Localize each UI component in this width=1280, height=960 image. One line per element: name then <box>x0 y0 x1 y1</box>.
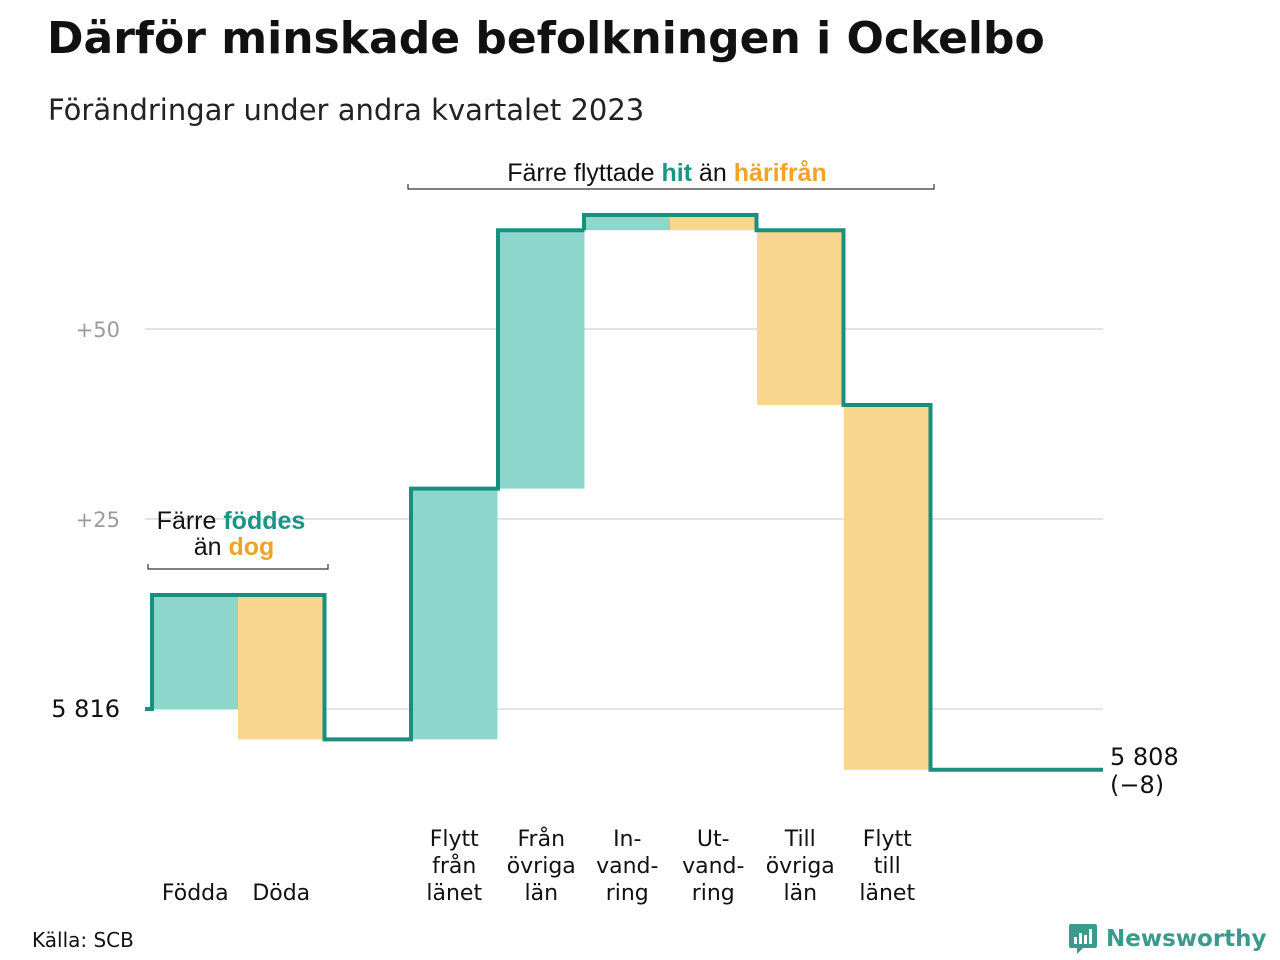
x-category-label: Ut- <box>697 827 730 852</box>
brand-name: Newsworthy <box>1106 926 1267 952</box>
source-note: Källa: SCB <box>32 928 134 952</box>
bar-chart-bubble-icon <box>1069 924 1097 954</box>
chart-title: Därför minskade befolkningen i Ockelbo <box>47 13 1045 64</box>
x-category-label: Födda <box>162 881 229 906</box>
x-category-label: övriga <box>507 854 576 879</box>
x-category-label: till <box>874 854 901 879</box>
x-category-label: länet <box>426 881 482 906</box>
bar-inflow <box>152 595 239 709</box>
brand-logo: Newsworthy <box>1068 922 1267 956</box>
line-layer <box>145 213 1103 772</box>
x-category-label: vand- <box>682 854 744 879</box>
end-value-label: 5 808 <box>1110 743 1179 771</box>
x-category-label: Till <box>784 827 816 852</box>
end-change-label: (−8) <box>1110 771 1164 799</box>
start-value-label: 5 816 <box>51 695 120 723</box>
x-category-label: län <box>524 881 558 906</box>
bar-inflow <box>411 488 498 740</box>
bar-inflow <box>498 230 585 489</box>
x-category-label: In- <box>613 827 641 852</box>
y-tick-label: +25 <box>76 508 120 532</box>
x-category-label: länet <box>859 881 915 906</box>
chart-subtitle: Förändringar under andra kvartalet 2023 <box>48 93 645 127</box>
bar-outflow <box>238 595 325 740</box>
x-category-label: Döda <box>252 881 310 906</box>
annotation-bracket-births-deaths <box>147 564 329 570</box>
annotation-bracket-migration <box>407 184 935 190</box>
annotation-births-deaths-line2: än dog <box>194 533 275 561</box>
bar-outflow <box>844 405 931 770</box>
x-category-label: övriga <box>766 854 835 879</box>
x-category-label: Flytt <box>863 827 912 852</box>
x-category-label: vand- <box>596 854 658 879</box>
x-category-label: ring <box>606 881 649 906</box>
x-category-label: Flytt <box>430 827 479 852</box>
bar-layer <box>152 215 931 770</box>
cumulative-step-line <box>145 213 1103 772</box>
bar-inflow <box>584 215 671 231</box>
x-category-label: ring <box>692 881 735 906</box>
annotation-migration: Färre flyttade hit än härifrån <box>507 159 827 187</box>
bar-outflow <box>670 215 757 231</box>
x-category-label: Från <box>517 826 565 852</box>
x-category-label: från <box>432 853 476 879</box>
x-category-label: län <box>783 881 817 906</box>
bar-outflow <box>757 230 844 405</box>
y-tick-label: +50 <box>76 318 120 342</box>
annotation-births-deaths-line1: Färre föddes <box>157 507 306 535</box>
